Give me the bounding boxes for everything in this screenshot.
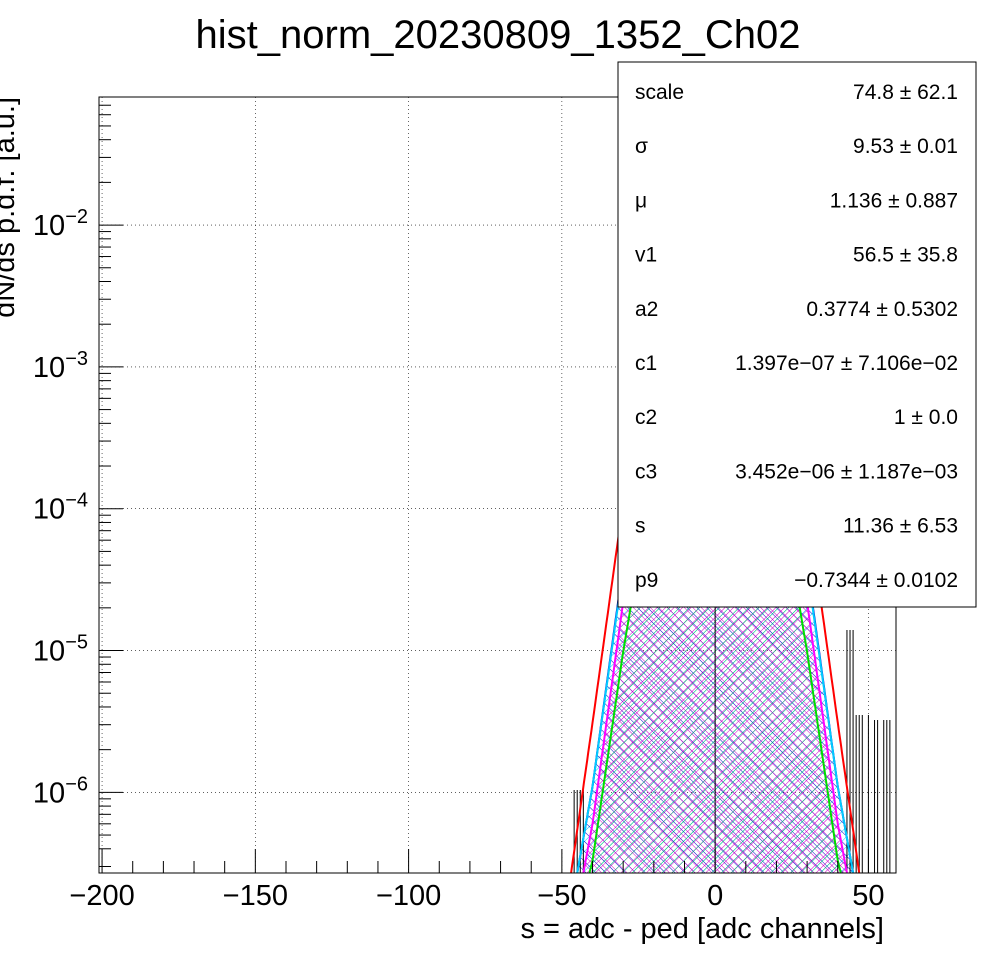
stat-name: v1: [635, 244, 657, 267]
stat-value: 9.53 ± 0.01: [853, 135, 958, 158]
fit-statistics-box: scale 74.8 ± 62.1 σ 9.53 ± 0.01 μ 1.136 ± 0.8…: [617, 61, 977, 608]
stat-value: 3.452e−06 ± 1.187e−03: [735, 460, 958, 483]
stat-name: s: [635, 515, 646, 538]
stat-name: c3: [635, 460, 657, 483]
x-tick-label: −50: [537, 880, 586, 912]
stat-name: scale: [635, 81, 684, 104]
stat-name: μ: [635, 189, 647, 212]
y-axis-ticks: 10−2 10−3 10−4 10−5 10−6: [33, 96, 123, 868]
y-tick-label: 10−5: [33, 632, 88, 668]
stat-value: 56.5 ± 35.8: [853, 244, 958, 267]
x-axis-ticks: −200 −150 −100 −50 0 50: [69, 849, 885, 912]
stat-value: 1 ± 0.0: [894, 406, 958, 429]
y-tick-label: 10−3: [33, 348, 88, 384]
x-tick-label: 50: [852, 880, 884, 912]
x-axis-title: s = adc - ped [adc channels]: [520, 913, 884, 945]
stat-value: 11.36 ± 6.53: [843, 515, 958, 538]
y-tick-label: 10−2: [33, 206, 88, 242]
y-axis-title: dN/ds p.d.f. [a.u.]: [0, 97, 21, 318]
chart-title: hist_norm_20230809_1352_Ch02: [196, 13, 801, 57]
stat-value: 1.136 ± 0.887: [830, 189, 958, 212]
x-tick-label: −100: [376, 880, 441, 912]
x-tick-label: −150: [223, 880, 288, 912]
x-tick-label: −200: [69, 880, 134, 912]
stat-value: 0.3774 ± 0.5302: [806, 298, 958, 321]
x-tick-label: 0: [707, 880, 723, 912]
stat-name: a2: [635, 298, 658, 321]
stat-name: c1: [635, 352, 657, 375]
stat-name: c2: [635, 406, 657, 429]
stat-name: p9: [635, 569, 658, 592]
stat-name: σ: [635, 135, 648, 158]
stat-value: −0.7344 ± 0.0102: [794, 569, 958, 592]
stat-value: 1.397e−07 ± 7.106e−02: [735, 352, 958, 375]
stat-value: 74.8 ± 62.1: [853, 81, 958, 104]
y-tick-label: 10−6: [33, 773, 88, 809]
y-tick-label: 10−4: [33, 490, 88, 526]
